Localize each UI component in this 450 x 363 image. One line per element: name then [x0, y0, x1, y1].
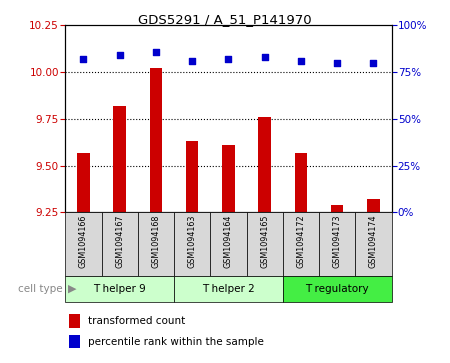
Bar	[77, 152, 90, 212]
Text: GSM1094166: GSM1094166	[79, 214, 88, 268]
Bar	[68, 335, 80, 348]
Bar	[210, 212, 247, 276]
Text: GDS5291 / A_51_P141970: GDS5291 / A_51_P141970	[138, 13, 312, 26]
Bar	[258, 117, 271, 212]
Bar	[68, 314, 80, 327]
Bar	[65, 276, 174, 302]
Bar	[355, 212, 392, 276]
Text: GSM1094168: GSM1094168	[151, 214, 160, 268]
Bar	[186, 141, 198, 212]
Bar	[174, 276, 283, 302]
Text: cell type: cell type	[18, 284, 63, 294]
Bar	[222, 145, 235, 212]
Point	[225, 56, 232, 62]
Text: GSM1094163: GSM1094163	[188, 214, 197, 268]
Bar	[174, 212, 210, 276]
Bar	[295, 152, 307, 212]
Bar	[102, 212, 138, 276]
Bar	[149, 68, 162, 212]
Text: GSM1094165: GSM1094165	[260, 214, 269, 268]
Text: GSM1094174: GSM1094174	[369, 214, 378, 268]
Bar	[319, 212, 355, 276]
Point	[297, 58, 305, 64]
Bar	[367, 199, 380, 212]
Bar	[283, 212, 319, 276]
Point	[116, 52, 123, 58]
Text: GSM1094172: GSM1094172	[297, 214, 306, 268]
Text: GSM1094164: GSM1094164	[224, 214, 233, 268]
Text: percentile rank within the sample: percentile rank within the sample	[88, 337, 264, 347]
Point	[333, 60, 341, 66]
Point	[261, 54, 268, 60]
Text: T regulatory: T regulatory	[305, 284, 369, 294]
Point	[80, 56, 87, 62]
Bar	[113, 106, 126, 212]
Text: T helper 9: T helper 9	[93, 284, 146, 294]
Point	[370, 60, 377, 66]
Bar	[283, 276, 392, 302]
Bar	[331, 205, 343, 212]
Text: GSM1094167: GSM1094167	[115, 214, 124, 268]
Bar	[138, 212, 174, 276]
Text: transformed count: transformed count	[88, 315, 186, 326]
Text: T helper 2: T helper 2	[202, 284, 255, 294]
Point	[152, 49, 159, 54]
Bar	[65, 212, 102, 276]
Bar	[247, 212, 283, 276]
Text: ▶: ▶	[68, 284, 76, 294]
Text: GSM1094173: GSM1094173	[333, 214, 342, 268]
Point	[189, 58, 196, 64]
